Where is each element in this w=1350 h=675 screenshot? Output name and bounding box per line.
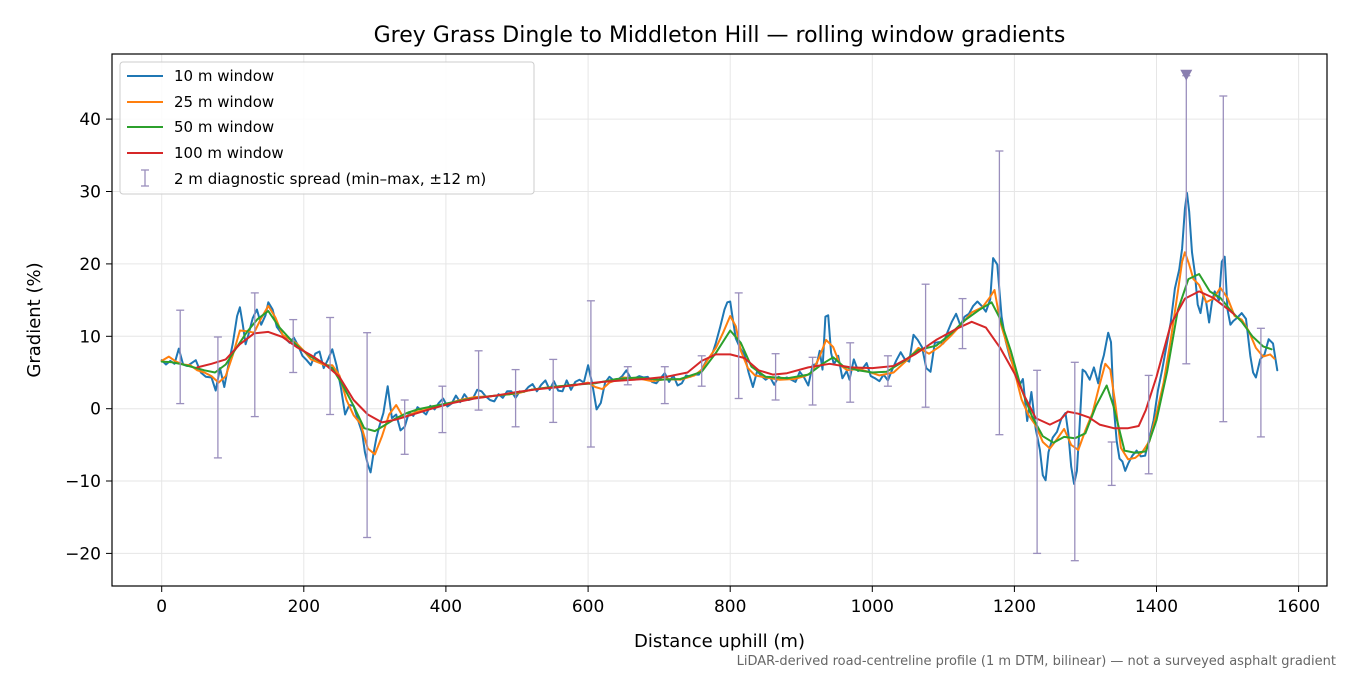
x-tick-label: 400 [430, 597, 462, 617]
x-tick-label: 200 [288, 597, 320, 617]
x-axis-title: Distance uphill (m) [634, 631, 805, 652]
error-bar [289, 318, 298, 374]
error-bar [1144, 374, 1153, 475]
legend-swatch-error-bar [141, 169, 149, 187]
error-bar [883, 355, 892, 387]
y-tick-label: −20 [65, 544, 101, 564]
series-line-100m [196, 290, 1236, 430]
error-bar [921, 283, 930, 408]
x-tick-label: 1200 [993, 597, 1036, 617]
footnote: LiDAR-derived road-centreline profile (1… [737, 654, 1336, 669]
error-bar [363, 332, 372, 539]
error-bar [697, 355, 706, 387]
error-bar [958, 297, 967, 350]
error-bar [771, 353, 780, 401]
plot-frame [111, 53, 1328, 587]
error-bar [250, 292, 259, 418]
error-bar [660, 366, 669, 405]
error-bar [326, 316, 335, 416]
error-bar [808, 356, 817, 406]
x-tick-label: 0 [156, 597, 167, 617]
y-tick-label: 40 [79, 110, 101, 130]
error-bar [1033, 369, 1042, 555]
legend: 10 m window 25 m window 50 m window 100 … [119, 61, 535, 195]
error-bar [176, 309, 185, 405]
legend-label-50m: 50 m window [174, 118, 274, 136]
series-lines [160, 192, 1279, 485]
error-bar [511, 368, 520, 428]
y-tick-label: 10 [79, 327, 101, 347]
x-tick-label: 1000 [851, 597, 894, 617]
error-bar [995, 150, 1004, 436]
error-bar [1219, 95, 1228, 423]
error-bars [176, 69, 1265, 562]
x-tick-label: 600 [572, 597, 604, 617]
chart-title: Grey Grass Dingle to Middleton Hill — ro… [374, 23, 1066, 48]
error-bar [846, 342, 855, 403]
legend-box [119, 61, 535, 195]
error-bar [1070, 361, 1079, 562]
y-tick-label: −10 [65, 472, 101, 492]
x-tick-label: 1600 [1277, 597, 1320, 617]
x-tick-label: 800 [714, 597, 746, 617]
error-bar [734, 292, 743, 400]
y-tick-label: 30 [79, 183, 101, 203]
error-bar [213, 336, 222, 459]
error-bar [1256, 327, 1265, 438]
y-tick-label: 20 [79, 255, 101, 275]
y-tick-label: 0 [90, 400, 101, 420]
error-bar [586, 300, 595, 448]
axis-ticks: 0 200 400 600 800 1000 1200 1400 1600 −20 −10 0 10 20… [65, 110, 1320, 617]
error-bar [438, 385, 447, 434]
error-bar [400, 399, 409, 455]
legend-label-error-bar: 2 m diagnostic spread (min–max, ±12 m) [174, 170, 486, 188]
series-line-25m [160, 251, 1276, 461]
y-axis-title: Gradient (%) [24, 262, 45, 377]
legend-label-25m: 25 m window [174, 93, 274, 111]
legend-label-10m: 10 m window [174, 67, 274, 85]
x-tick-label: 1400 [1135, 597, 1178, 617]
legend-label-100m: 100 m window [174, 144, 284, 162]
error-bar [623, 366, 632, 386]
error-bar [549, 358, 558, 424]
series-line-50m [160, 273, 1273, 454]
error-bar [1107, 441, 1116, 487]
clipped-bar-marker [1180, 69, 1193, 81]
error-bar [474, 350, 483, 411]
